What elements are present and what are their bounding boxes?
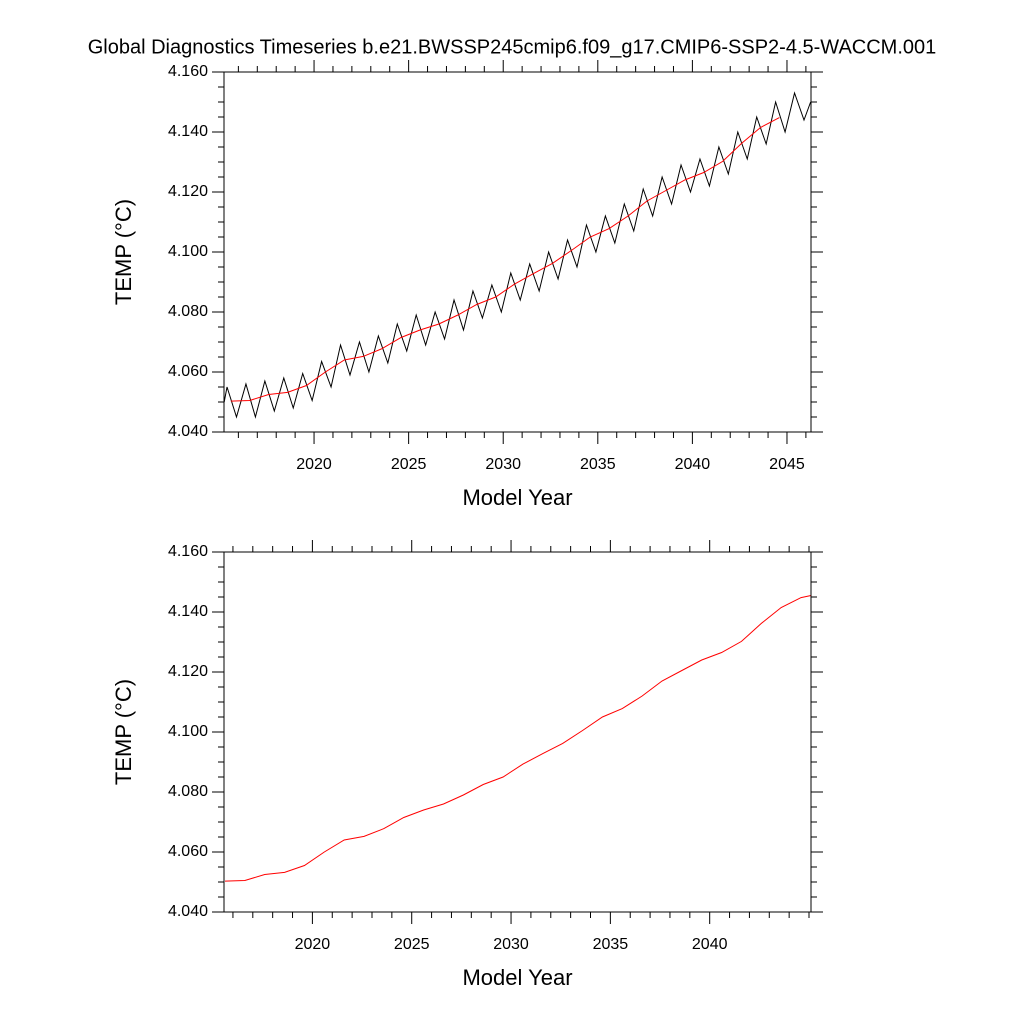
x-tick-label: 2025 xyxy=(391,456,427,473)
y-tick-label: 4.160 xyxy=(168,63,208,80)
y-tick-label: 4.080 xyxy=(168,303,208,320)
x-tick-label: 2030 xyxy=(493,936,529,953)
y-tick-label: 4.160 xyxy=(168,543,208,560)
y-tick-label: 4.100 xyxy=(168,723,208,740)
y-tick-label: 4.040 xyxy=(168,903,208,920)
plot-frame xyxy=(223,551,812,913)
y-tick-label: 4.120 xyxy=(168,183,208,200)
y-tick-label: 4.120 xyxy=(168,663,208,680)
data-line xyxy=(230,117,780,402)
x-tick-label: 2020 xyxy=(296,456,332,473)
y-tick-label: 4.080 xyxy=(168,783,208,800)
x-axis-label: Model Year xyxy=(462,965,572,990)
x-tick-label: 2035 xyxy=(593,936,629,953)
y-tick-label: 4.140 xyxy=(168,603,208,620)
y-tick-label: 4.100 xyxy=(168,243,208,260)
plot-frame xyxy=(223,71,812,433)
x-tick-label: 2025 xyxy=(394,936,430,953)
data-line xyxy=(223,91,812,419)
x-tick-label: 2045 xyxy=(769,456,805,473)
x-axis-label: Model Year xyxy=(462,485,572,510)
y-axis-label: TEMP (°C) xyxy=(111,199,136,305)
x-tick-label: 2040 xyxy=(692,936,728,953)
y-axis-label: TEMP (°C) xyxy=(111,679,136,785)
data-line xyxy=(224,595,812,882)
y-tick-label: 4.040 xyxy=(168,423,208,440)
y-tick-label: 4.060 xyxy=(168,843,208,860)
x-tick-label: 2030 xyxy=(485,456,521,473)
x-tick-label: 2040 xyxy=(675,456,711,473)
x-tick-label: 2035 xyxy=(580,456,616,473)
y-tick-label: 4.140 xyxy=(168,123,208,140)
chart-title: Global Diagnostics Timeseries b.e21.BWSS… xyxy=(88,36,937,58)
y-tick-label: 4.060 xyxy=(168,363,208,380)
x-tick-label: 2020 xyxy=(295,936,331,953)
